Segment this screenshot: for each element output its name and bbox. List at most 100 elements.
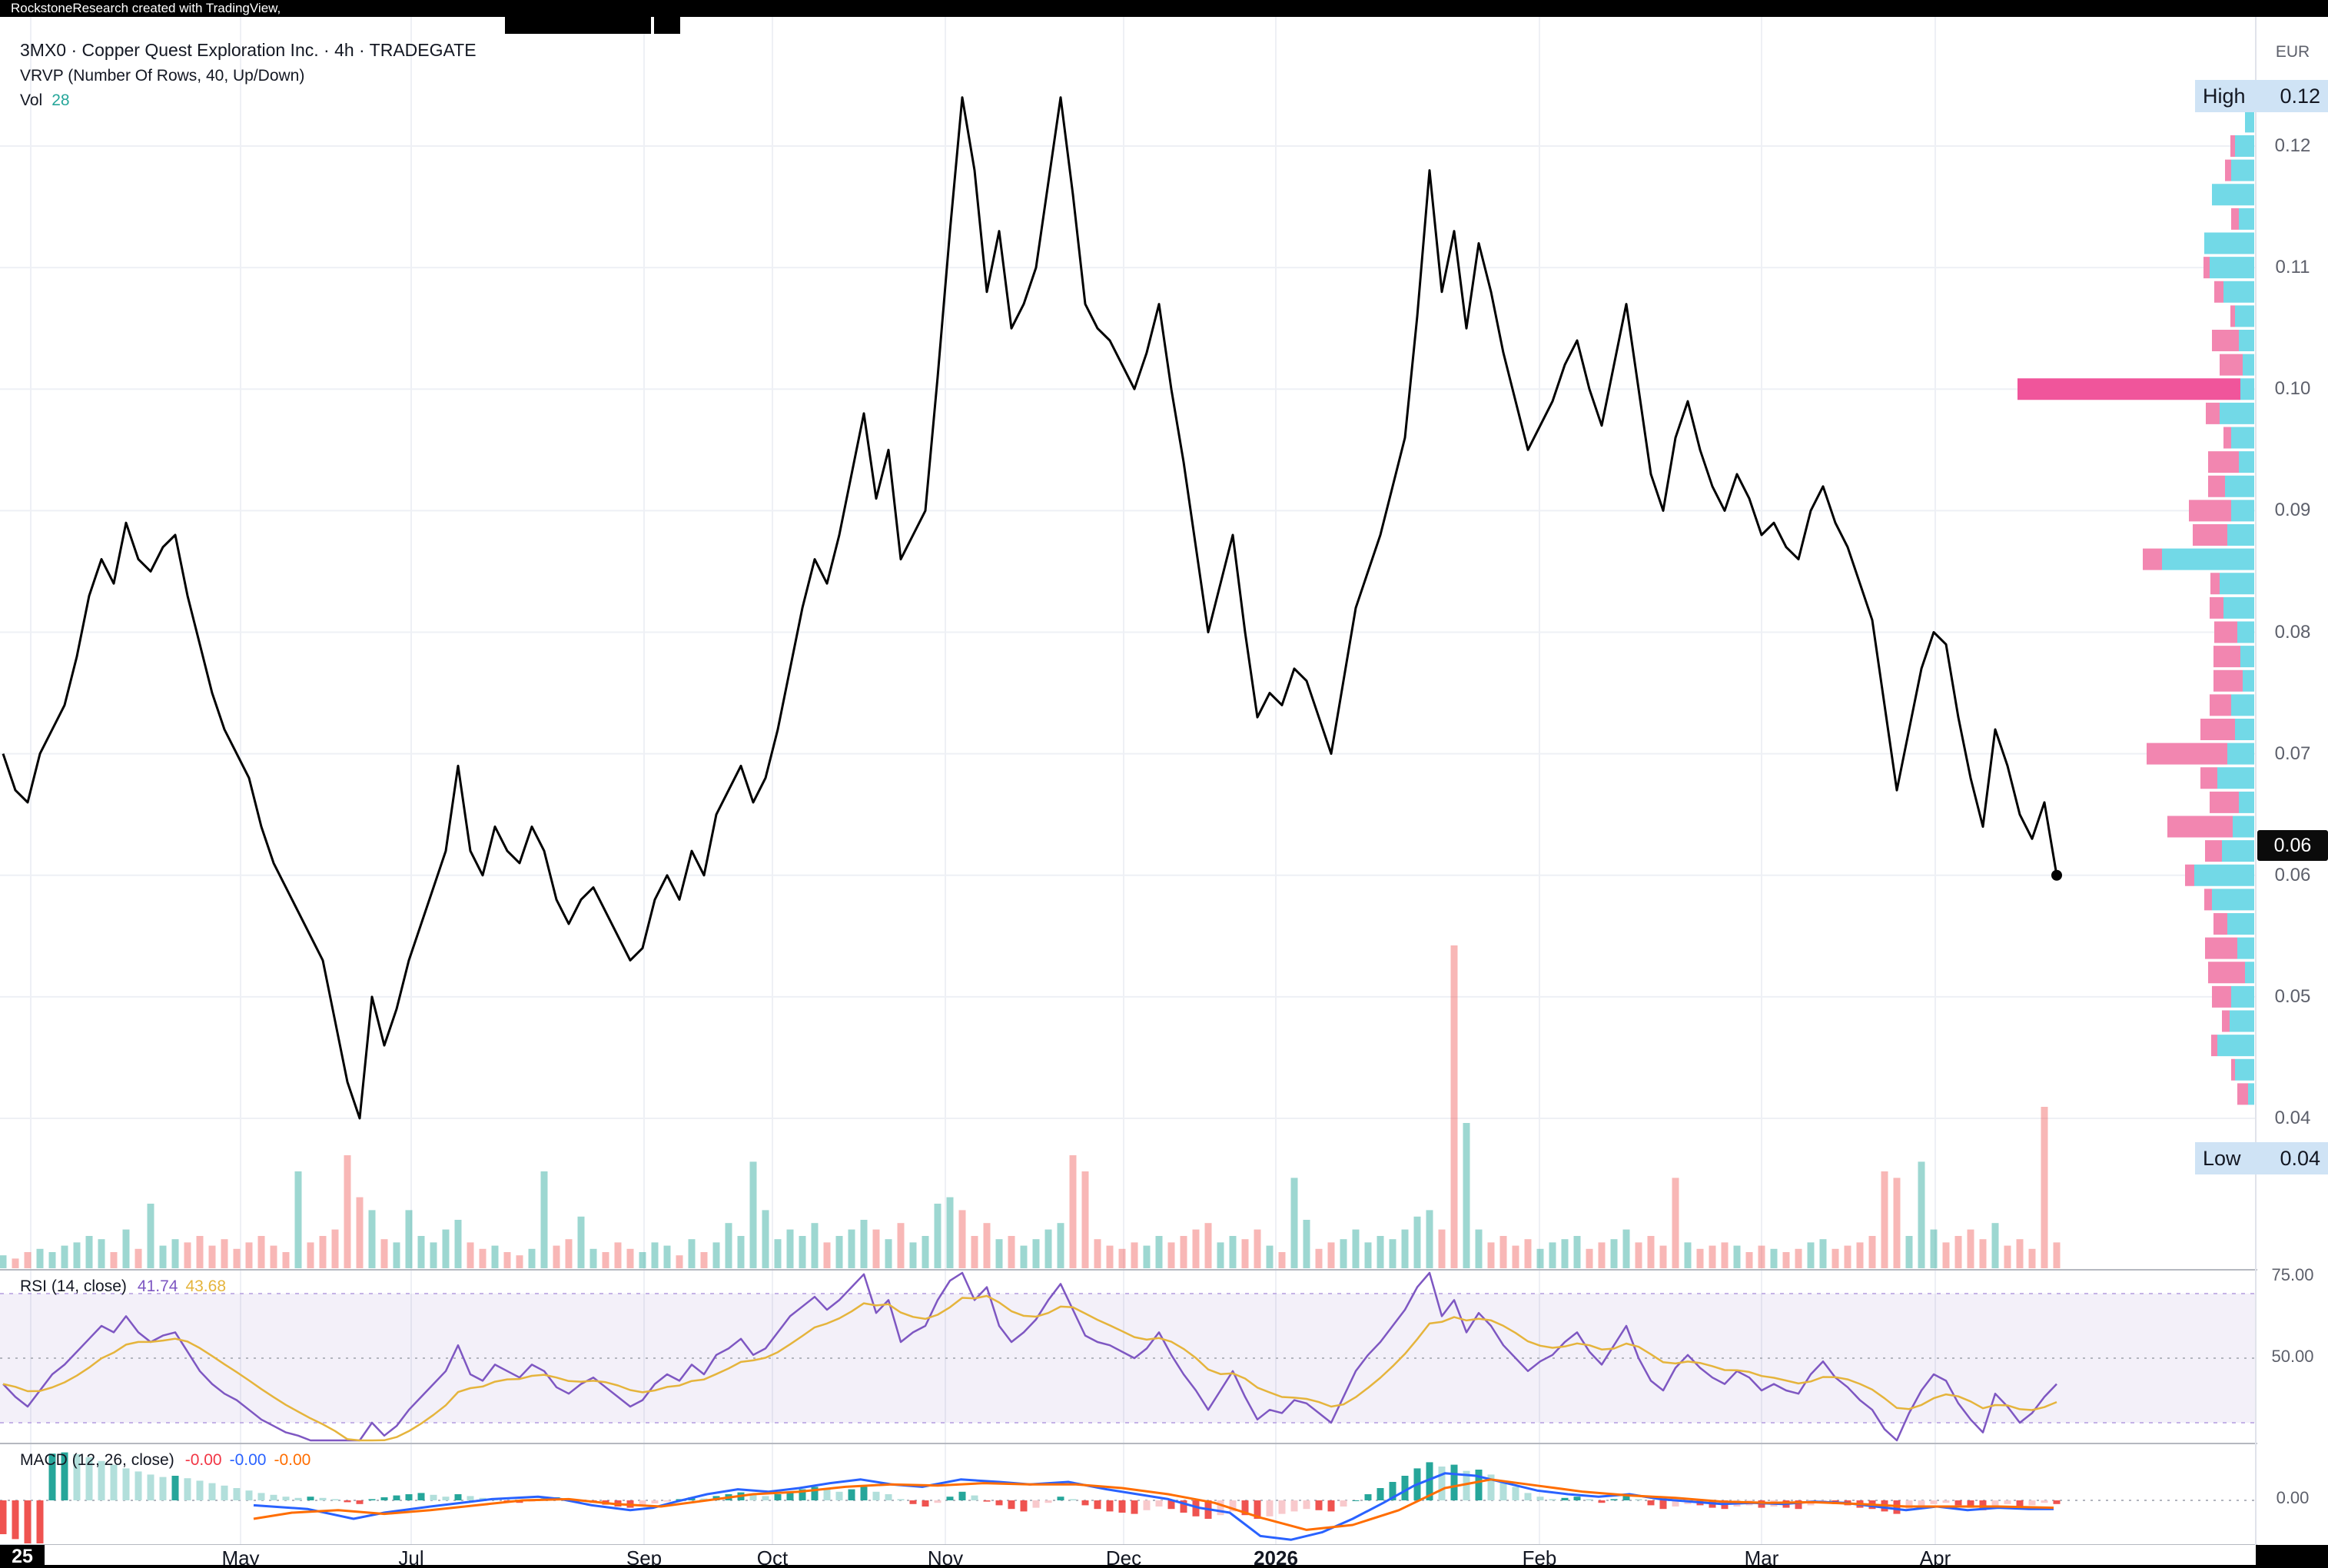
volume-bar (1856, 1242, 1864, 1268)
macd-histogram-bar (417, 1493, 425, 1500)
volume-bar (454, 1220, 462, 1268)
rsi-ma-line (2, 1294, 2057, 1442)
macd-histogram-bar (208, 1483, 216, 1500)
volume-bar (1266, 1245, 1274, 1268)
volume-profile-up-bar (2233, 816, 2254, 838)
volume-bar (860, 1220, 868, 1268)
volume-bar (1057, 1223, 1064, 1268)
macd-histogram-bar (1524, 1493, 1532, 1500)
macd-histogram-bar (1229, 1500, 1237, 1512)
volume-profile-down-bar (2208, 451, 2239, 473)
time-axis[interactable]: 25 May Jul Sep Oct Nov Dec 2026 Feb Mar Apr (0, 1545, 2328, 1568)
volume-bar (2028, 1248, 2036, 1268)
macd-histogram-bar (1290, 1500, 1298, 1512)
macd-histogram-bar (897, 1499, 905, 1500)
macd-histogram-bar (442, 1497, 450, 1500)
volume-bar (393, 1242, 400, 1268)
volume-profile-up-bar (2239, 208, 2254, 230)
macd-histogram-bar (786, 1491, 794, 1500)
volume-bar (909, 1242, 917, 1268)
macd-histogram-bar (1044, 1500, 1052, 1503)
volume-profile-down-bar (2213, 646, 2240, 668)
volume-bar (922, 1236, 929, 1268)
rsi-legend-row[interactable]: RSI (14, close) 41.74 43.68 (20, 1277, 226, 1296)
volume-bar (2004, 1245, 2011, 1268)
watermark-bar: RockstoneResearch created with TradingVi… (0, 0, 2328, 17)
bottom-border (0, 1565, 2328, 1568)
volume-bar (1499, 1236, 1507, 1268)
volume-profile-up-bar (2220, 573, 2254, 595)
volume-bar (430, 1242, 437, 1268)
volume-bar (676, 1255, 683, 1268)
volume-bar (356, 1197, 364, 1268)
macd-histogram-bar (380, 1497, 388, 1500)
macd-histogram-bar (1069, 1499, 1077, 1500)
macd-histogram-bar (221, 1485, 228, 1500)
volume-profile-down-bar (2210, 573, 2220, 595)
volume-profile-up-bar (2204, 232, 2254, 254)
macd-histogram-bar (1561, 1497, 1569, 1500)
volume-bar (1635, 1242, 1642, 1268)
volume-bar (553, 1245, 560, 1268)
macd-histogram-bar (73, 1454, 81, 1500)
macd-histogram-bar (860, 1487, 868, 1500)
macd-histogram-bar (147, 1474, 154, 1500)
price-axis-label: 0.06 (2274, 864, 2311, 885)
macd-histogram-bar (1450, 1464, 1458, 1500)
volume-profile-down-bar (2208, 962, 2245, 984)
volume-profile-up-bar (2237, 937, 2254, 959)
volume-bar (61, 1245, 68, 1268)
volume-bar (405, 1210, 413, 1268)
volume-profile-down-bar (2208, 475, 2225, 497)
macd-histogram-bar (1967, 1500, 1974, 1508)
volume-bar (1684, 1242, 1692, 1268)
volume-profile-down-bar (2212, 330, 2239, 351)
macd-histogram-bar (270, 1494, 277, 1500)
volume-bar (36, 1248, 44, 1268)
macd-histogram-bar (233, 1488, 241, 1500)
price-axis[interactable]: EUR 75.00 50.00 0.00 0.12 0.11 0.10 0.09 0.0… (2257, 0, 2328, 1568)
volume-bar (24, 1252, 32, 1268)
volume-bar (1438, 1229, 1446, 1268)
volume-bar (1930, 1229, 1938, 1268)
volume-bar (1782, 1252, 1790, 1268)
macd-histogram-bar (1979, 1500, 1987, 1510)
macd-histogram-bar (1106, 1500, 1114, 1512)
symbol-title[interactable]: 3MX0 · Copper Quest Exploration Inc. · 4… (20, 40, 477, 60)
rsi-line (2, 1271, 2057, 1442)
time-axis-label: Nov (927, 1546, 964, 1568)
volume-profile-up-bar (2235, 305, 2254, 327)
volume-bar (417, 1236, 425, 1268)
volume-bar (2041, 1107, 2048, 1268)
price-axis-label: 0.04 (2274, 1108, 2311, 1128)
volume-bar (1561, 1239, 1569, 1268)
volume-bar (885, 1239, 892, 1268)
macd-histogram-bar (1795, 1500, 1802, 1510)
current-price-badge: 0.06 (2257, 830, 2328, 861)
volume-bar (995, 1239, 1003, 1268)
macd-histogram-bar (639, 1500, 646, 1507)
macd-histogram-bar (922, 1500, 929, 1507)
volume-bar (1450, 945, 1458, 1268)
price-axis-label: 0.08 (2274, 621, 2311, 643)
volume-bar (1536, 1248, 1544, 1268)
volume-legend-row[interactable]: Vol 28 (20, 91, 477, 110)
macd-histogram-bar (36, 1500, 44, 1543)
volume-profile-up-bar (2231, 159, 2254, 181)
indicator-vrvp-label[interactable]: VRVP (Number Of Rows, 40, Up/Down) (20, 67, 305, 85)
volume-bar (958, 1210, 966, 1268)
volume-bar (1032, 1239, 1040, 1268)
macd-histogram-bar (1659, 1500, 1667, 1510)
volume-bar (1118, 1248, 1126, 1268)
volume-bar (946, 1197, 954, 1268)
macd-legend-row[interactable]: MACD (12, 26, close) -0.00 -0.00 -0.00 (20, 1451, 311, 1470)
macd-histogram-bar (184, 1478, 191, 1500)
price-axis-label: 0.10 (2274, 378, 2311, 400)
macd-histogram-bar (61, 1452, 68, 1500)
macd-histogram-bar (1954, 1500, 1962, 1506)
macd-histogram-bar (1364, 1494, 1372, 1500)
macd-histogram-bar (196, 1480, 204, 1500)
volume-bar (872, 1229, 880, 1268)
volume-bar (1733, 1245, 1741, 1268)
